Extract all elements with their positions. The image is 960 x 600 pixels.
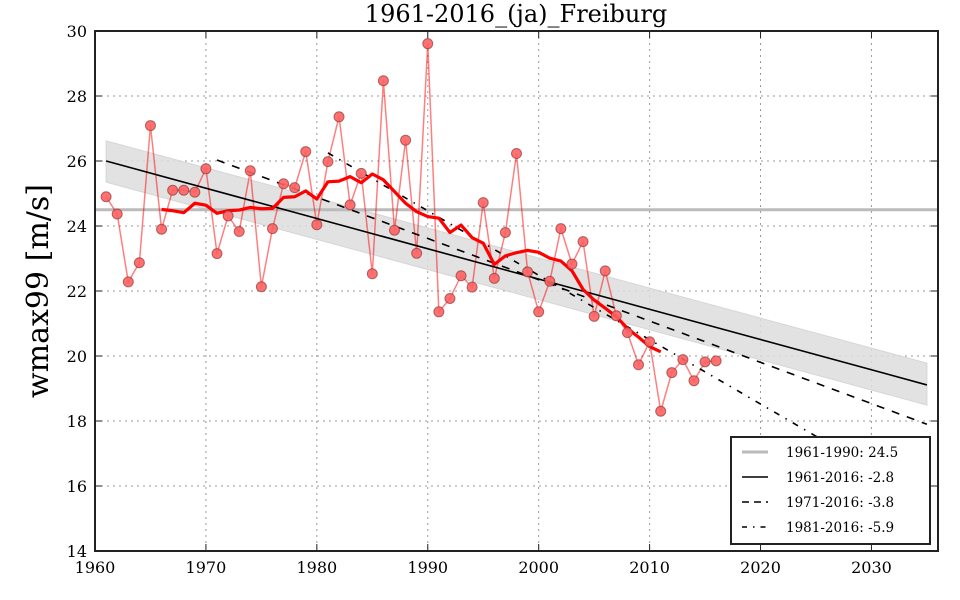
observation-point — [377, 75, 389, 87]
observation-point — [133, 257, 145, 269]
observation-point — [255, 281, 267, 293]
x-tick-label: 1990 — [407, 558, 448, 577]
y-tick-label: 18 — [67, 412, 87, 431]
observation-point — [122, 276, 134, 288]
observation-point — [222, 210, 234, 222]
trend-line-1971-2016 — [216, 159, 928, 425]
observation-point — [278, 178, 290, 190]
legend-label-trend-1971: 1971-2016: -3.8 — [786, 495, 894, 511]
observation-point — [200, 163, 212, 175]
legend-box — [730, 436, 931, 545]
observation-point — [300, 146, 312, 158]
observation-point — [588, 310, 600, 322]
x-tick-label: 1960 — [75, 558, 116, 577]
running-mean-line — [161, 172, 662, 354]
x-tick-label: 2010 — [629, 558, 670, 577]
observation-point — [233, 226, 245, 238]
observation-point — [388, 224, 400, 236]
y-tick-label: 24 — [67, 217, 87, 236]
observation-point — [433, 306, 445, 318]
legend: 1961-1990: 24.5 1961-2016: -2.8 1971-201… — [730, 436, 931, 545]
observation-point — [477, 197, 489, 209]
observation-point — [455, 270, 467, 282]
observation-point — [511, 148, 522, 160]
observation-point — [422, 38, 434, 50]
x-tick-labels: 1960 1970 1980 1990 2000 2010 2020 2030 — [75, 558, 892, 577]
observation-point — [677, 354, 689, 366]
observation-point — [577, 236, 589, 248]
x-tick-label: 1970 — [186, 558, 227, 577]
observation-point — [366, 268, 378, 280]
observation-point — [555, 223, 567, 235]
observation-point — [144, 120, 156, 132]
observations-line — [105, 43, 717, 412]
y-tick-label: 16 — [67, 477, 87, 496]
plot-area — [95, 38, 938, 502]
observation-point — [333, 111, 345, 123]
observation-point — [322, 156, 334, 168]
plot-frame — [94, 30, 939, 552]
observation-point — [499, 227, 511, 238]
observation-point — [566, 258, 578, 270]
observation-point — [666, 367, 678, 379]
observation-point — [178, 184, 190, 196]
y-tick-label: 20 — [67, 347, 87, 366]
observation-point — [599, 265, 611, 277]
y-tick-label: 30 — [67, 22, 87, 41]
observation-point — [488, 272, 500, 284]
observation-point — [699, 356, 711, 368]
x-tick-label: 2030 — [851, 558, 892, 577]
x-tick-label: 2020 — [740, 558, 781, 577]
observation-point — [466, 281, 478, 293]
y-axis-label: wmax99 [m/s] — [21, 184, 56, 398]
legend-label-trend-1981: 1981-2016: -5.9 — [786, 520, 894, 536]
observation-point — [100, 191, 112, 203]
x-tick-label: 1980 — [296, 558, 337, 577]
y-tick-label: 28 — [67, 87, 87, 106]
observation-point — [621, 327, 633, 339]
observation-point — [400, 134, 412, 146]
observation-point — [266, 223, 278, 235]
x-tick-label: 2000 — [518, 558, 559, 577]
observation-point — [522, 266, 534, 278]
y-tick-label: 26 — [67, 152, 87, 171]
legend-label-trend-1961: 1961-2016: -2.8 — [786, 470, 894, 486]
y-tick-label: 14 — [67, 542, 87, 561]
observation-point — [344, 199, 356, 211]
y-tick-labels: 14 16 18 20 22 24 26 28 30 — [67, 22, 87, 561]
observation-point — [211, 248, 223, 260]
observation-point — [355, 167, 367, 179]
observation-point — [289, 182, 301, 194]
observation-point — [633, 359, 645, 371]
observation-point — [533, 306, 545, 318]
observation-point — [444, 292, 456, 304]
trend-line-1961-2016 — [105, 160, 928, 386]
observation-point — [688, 375, 700, 387]
observation-point — [167, 184, 179, 196]
observation-point — [610, 310, 622, 322]
observation-point — [644, 336, 656, 348]
observation-point — [710, 355, 722, 367]
observation-point — [189, 186, 201, 198]
observation-point — [156, 223, 168, 235]
observation-point — [311, 219, 323, 231]
observation-point — [111, 208, 123, 220]
chart-title: 1961-2016_(ja)_Freiburg — [365, 0, 667, 28]
legend-label-reference: 1961-1990: 24.5 — [786, 445, 898, 461]
observation-point — [655, 405, 667, 417]
observation-point — [244, 165, 256, 177]
observation-point — [544, 275, 556, 287]
observation-point — [411, 247, 423, 259]
y-tick-label: 22 — [67, 282, 87, 301]
